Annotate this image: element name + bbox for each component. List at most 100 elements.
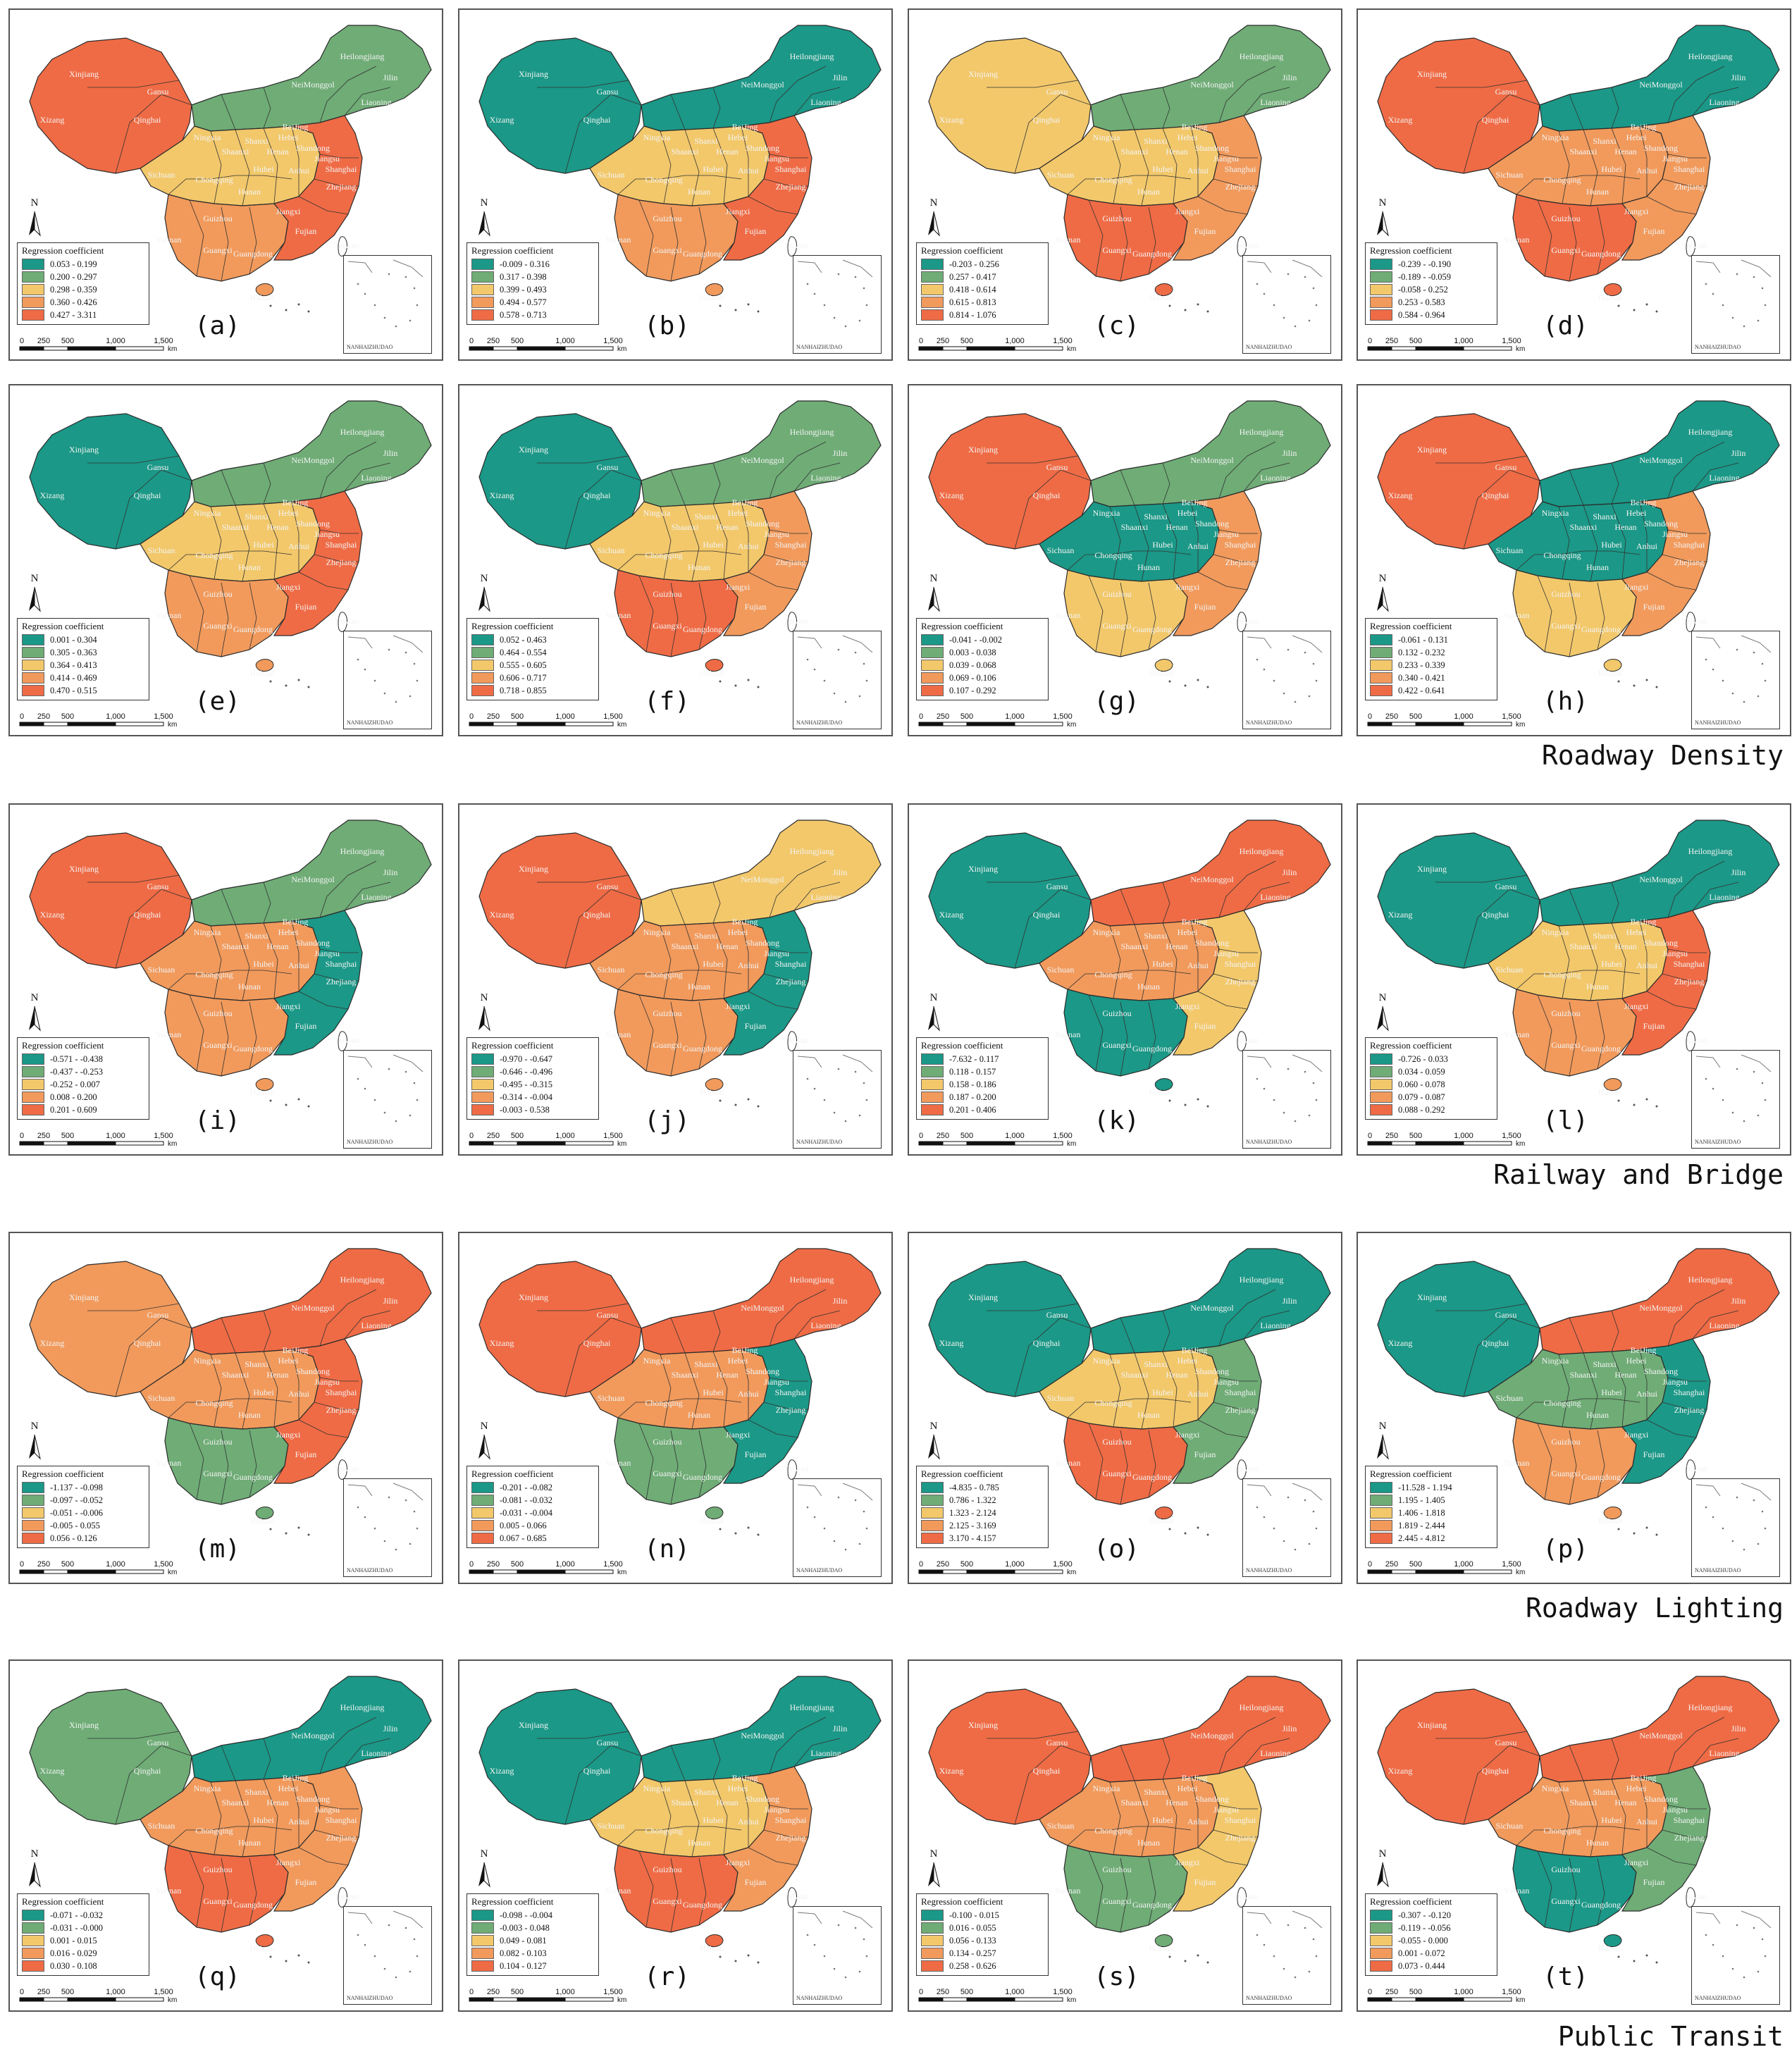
legend-range: 0.060 - 0.078 — [1398, 1079, 1445, 1089]
province-label: Guizhou — [1102, 1437, 1131, 1447]
province-label: Gansu — [1495, 1310, 1517, 1320]
island-dot — [1633, 684, 1636, 687]
province-label: Shanghai — [326, 164, 357, 174]
province-label: Sichuan — [598, 965, 625, 975]
scale-tick-label: 500 — [1409, 1132, 1422, 1140]
province-label: Ningxia — [1093, 508, 1120, 518]
province-label: Xizang — [490, 115, 514, 125]
north-arrow: N — [23, 573, 47, 615]
inset-label: NANHAIZHUDAO — [347, 344, 393, 350]
island-dot — [1206, 310, 1209, 313]
legend-range: 0.069 - 0.106 — [949, 672, 996, 683]
scale-tick-label: 0 — [20, 712, 24, 721]
province-label: Heilongjiang — [1240, 51, 1284, 61]
inset-label: NANHAIZHUDAO — [1246, 1139, 1292, 1145]
province-label: Yunnan — [1055, 610, 1081, 620]
province-label: Guangdong — [1581, 249, 1621, 259]
province-label: Anhui — [1636, 166, 1658, 175]
legend-swatch — [471, 284, 494, 295]
province-label: Ningxia — [643, 927, 671, 937]
province-label: Liaoning — [810, 97, 841, 107]
province-border — [1088, 1850, 1104, 1928]
province-label: Shanxi — [1144, 136, 1168, 146]
province-border — [263, 1779, 278, 1855]
inset-map — [797, 1054, 873, 1123]
province-label: Hainan — [700, 1087, 724, 1097]
province-label: Hubei — [703, 1387, 724, 1397]
province-label: Jiangxi — [726, 1430, 750, 1440]
legend-item: 0.427 - 3.311 — [22, 309, 144, 321]
province-border — [115, 1317, 192, 1397]
province-label: NeiMonggol — [741, 1303, 784, 1313]
legend-item: -1.137 - -0.098 — [22, 1481, 144, 1494]
panel-label: (h) — [1543, 687, 1589, 716]
region-south — [1512, 1845, 1637, 1933]
province-border — [1148, 206, 1156, 275]
north-arrow: N — [23, 1421, 47, 1463]
scale-tick-label: 0 — [919, 1988, 923, 1996]
province-border — [987, 1731, 1079, 1739]
legend-swatch — [1370, 685, 1392, 696]
scale-unit: km — [617, 1569, 626, 1576]
south-sea-inset: NANHAIZHUDAO — [1242, 255, 1331, 354]
province-label: Hebei — [1626, 508, 1647, 518]
legend: Regression coefficient -11.528 - 1.194 1.1… — [1365, 1466, 1497, 1548]
island-dot — [1617, 1099, 1620, 1102]
province-border — [1014, 1745, 1092, 1825]
province-label: Yunnan — [156, 610, 182, 620]
province-border — [1463, 1317, 1540, 1397]
scale-tick-label: 1,000 — [1005, 1132, 1025, 1140]
scale-tick-label: 1,000 — [555, 1560, 575, 1569]
legend-item: 0.132 - 0.232 — [1370, 646, 1493, 659]
province-label: Shanghai — [1225, 164, 1256, 174]
province-border — [1120, 889, 1135, 925]
province-label: Guangdong — [683, 249, 722, 259]
province-border — [1218, 860, 1276, 918]
province-label: Liaoning — [1709, 892, 1739, 902]
province-label: Hunan — [688, 187, 710, 197]
south-sea-inset: NANHAIZHUDAO — [793, 1478, 882, 1577]
legend-swatch — [471, 297, 494, 308]
legend-range: 0.427 - 3.311 — [50, 309, 97, 320]
panel-label: (r) — [644, 1962, 691, 1991]
legend-range: 0.615 - 0.813 — [949, 297, 996, 307]
province-label: Taiwan — [1233, 1891, 1258, 1901]
legend-item: -0.005 - 0.055 — [22, 1519, 144, 1532]
province-label: Hebei — [1626, 1783, 1647, 1793]
legend: Regression coefficient -0.203 - 0.256 0.25… — [916, 242, 1049, 325]
inset-map — [347, 635, 424, 703]
province-label: Jiangxi — [1175, 1430, 1200, 1440]
island-dot — [1655, 686, 1658, 688]
province-label: Zhejiang — [1674, 1833, 1705, 1843]
island-dot — [1206, 1533, 1209, 1536]
legend-item: -0.201 - -0.082 — [471, 1481, 594, 1494]
legend-item: 0.298 - 0.359 — [22, 283, 144, 296]
province-label: Yunnan — [1055, 1886, 1081, 1896]
province-label: Hainan — [1598, 668, 1623, 678]
province-border — [319, 1717, 377, 1774]
legend-swatch — [22, 660, 44, 671]
province-border — [263, 462, 271, 505]
legend-range: -0.203 - 0.256 — [949, 259, 999, 269]
legend-item: 0.494 - 0.577 — [471, 296, 594, 309]
island-dot — [1197, 1526, 1199, 1529]
region-south — [164, 1417, 289, 1505]
province-border — [221, 1745, 236, 1781]
north-arrow: N — [23, 1848, 47, 1891]
inset-map — [1247, 259, 1323, 328]
legend-range: 0.584 - 0.964 — [1398, 309, 1445, 320]
island-dot — [307, 1961, 310, 1964]
province-label: Hebei — [728, 927, 748, 937]
province-label: Fujian — [295, 226, 317, 236]
island-dot — [747, 679, 750, 681]
legend-title: Regression coefficient — [1370, 1468, 1452, 1479]
legend-item: -0.189 - -0.059 — [1370, 271, 1493, 283]
province-label: Liaoning — [361, 1748, 391, 1758]
province-label: BeiJing — [1631, 1345, 1657, 1355]
province-label: Heilongjiang — [790, 846, 834, 856]
province-border — [291, 920, 299, 991]
legend-range: 0.257 - 0.417 — [949, 271, 996, 282]
